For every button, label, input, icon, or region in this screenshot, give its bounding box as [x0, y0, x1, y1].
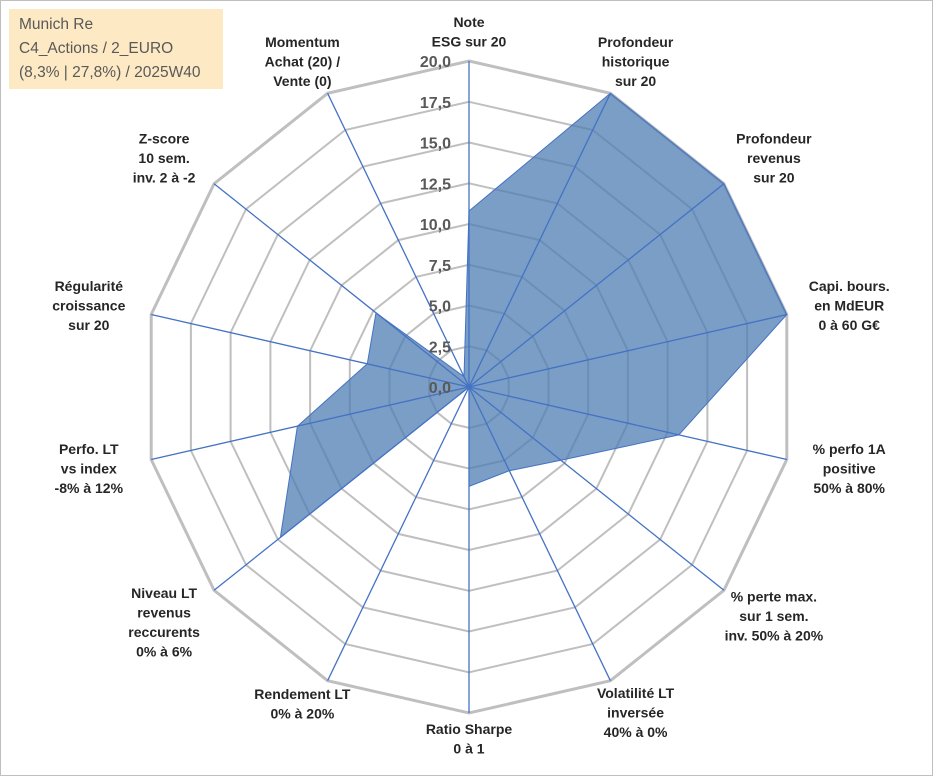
axis-label-1-line-0: Profondeur — [598, 34, 674, 50]
spoke-5 — [468, 386, 725, 591]
spoke-9 — [213, 386, 470, 591]
axis-label-13-line-0: Momentum — [265, 34, 340, 50]
info-company: Munich Re — [19, 16, 94, 33]
axis-label-0: Note ESG sur 20 — [432, 14, 507, 50]
info-category: C4_Actions / 2_EURO — [19, 40, 174, 57]
axis-label-11-line-1: croissance — [52, 297, 125, 313]
axis-label-6-line-1: inversée — [607, 705, 664, 721]
spoke-13 — [327, 93, 470, 388]
info-stats: (8,3% | 27,8%) / 2025W40 — [19, 64, 201, 81]
axis-label-9-line-3: 0% à 6% — [136, 643, 193, 659]
axis-label-4-line-1: positive — [823, 461, 876, 477]
tick-label-6: 15,0 — [420, 136, 451, 153]
axis-label-2: Profondeur revenus sur 20 — [736, 131, 812, 186]
axis-label-10-line-0: Perfo. LT — [59, 441, 119, 457]
axis-label-1: Profondeur historique sur 20 — [598, 34, 674, 89]
axis-label-4: % perfo 1A positive 50% à 80% — [813, 441, 886, 496]
axis-label-8-line-1: 0% à 20% — [270, 705, 334, 721]
axis-label-6-line-0: Volatilité LT — [597, 685, 675, 701]
axis-label-2-line-0: Profondeur — [736, 131, 812, 147]
axis-label-1-line-2: sur 20 — [615, 73, 656, 89]
info-box: Munich Re C4_Actions / 2_EURO (8,3% | 27… — [9, 9, 223, 89]
axis-label-11-line-0: Régularité — [55, 278, 124, 294]
axis-label-10-line-2: -8% à 12% — [55, 480, 124, 496]
spoke-10 — [151, 386, 470, 461]
series-area-0 — [279, 92, 788, 539]
axis-label-12-line-2: inv. 2 à -2 — [133, 170, 196, 186]
axis-label-8-line-0: Rendement LT — [254, 686, 351, 702]
axis-label-10: Perfo. LT vs index -8% à 12% — [55, 441, 124, 496]
axis-label-7-line-0: Ratio Sharpe — [426, 721, 513, 737]
axis-label-9: Niveau LT revenus reccurents 0% à 6% — [128, 585, 200, 660]
tick-label-3: 7,5 — [429, 258, 451, 275]
tick-label-5: 12,5 — [420, 176, 451, 193]
axis-label-3: Capi. bours. en MdEUR 0 à 60 G€ — [809, 278, 890, 333]
axis-label-2-line-1: revenus — [747, 150, 801, 166]
axis-label-12: Z-score 10 sem. inv. 2 à -2 — [133, 131, 196, 186]
tick-label-1: 2,5 — [429, 339, 451, 356]
axis-label-13: Momentum Achat (20) / Vente (0) — [265, 34, 341, 89]
axis-label-3-line-2: 0 à 60 G€ — [818, 317, 880, 333]
axis-label-6: Volatilité LT inversée 40% à 0% — [597, 685, 675, 740]
axis-label-4-line-0: % perfo 1A — [813, 441, 886, 457]
axis-label-2-line-2: sur 20 — [753, 170, 794, 186]
axis-label-8: Rendement LT 0% à 20% — [254, 686, 351, 722]
spoke-2 — [468, 183, 725, 388]
axis-label-10-line-1: vs index — [61, 461, 117, 477]
axis-label-9-line-1: revenus — [137, 604, 191, 620]
tick-label-7: 17,5 — [420, 95, 451, 112]
spoke-4 — [468, 386, 787, 461]
spoke-3 — [468, 313, 787, 388]
tick-label-8: 20,0 — [420, 54, 451, 71]
spoke-6 — [468, 386, 611, 681]
axis-label-4-line-2: 50% à 80% — [813, 480, 885, 496]
axis-label-11: Régularité croissance sur 20 — [52, 278, 125, 333]
axis-label-9-line-0: Niveau LT — [131, 585, 197, 601]
axis-label-9-line-2: reccurents — [128, 624, 200, 640]
axis-label-12-line-1: 10 sem. — [138, 150, 189, 166]
axis-label-7: Ratio Sharpe 0 à 1 — [426, 721, 513, 757]
axis-label-5: % perte max. sur 1 sem. inv. 50% à 20% — [725, 589, 824, 644]
axis-label-6-line-2: 40% à 0% — [604, 724, 668, 740]
axis-label-13-line-1: Achat (20) / — [265, 54, 341, 70]
tick-label-4: 10,0 — [420, 217, 451, 234]
spoke-1 — [468, 93, 611, 388]
axis-label-12-line-0: Z-score — [139, 131, 190, 147]
axis-label-5-line-1: sur 1 sem. — [739, 608, 808, 624]
axis-label-0-line-1: ESG sur 20 — [432, 33, 507, 49]
axis-label-5-line-0: % perte max. — [731, 589, 817, 605]
spoke-8 — [327, 386, 470, 681]
axis-label-13-line-2: Vente (0) — [273, 73, 331, 89]
axis-label-1-line-1: historique — [602, 54, 670, 70]
axis-label-3-line-1: en MdEUR — [814, 297, 884, 313]
axis-label-11-line-2: sur 20 — [68, 317, 109, 333]
axis-label-7-line-1: 0 à 1 — [453, 740, 484, 756]
tick-label-0: 0,0 — [429, 380, 451, 397]
axis-label-3-line-0: Capi. bours. — [809, 278, 890, 294]
axis-label-5-line-2: inv. 50% à 20% — [725, 628, 824, 644]
axis-label-0-line-0: Note — [453, 14, 484, 30]
spoke-12 — [213, 183, 470, 388]
tick-label-2: 5,0 — [429, 299, 451, 316]
spoke-11 — [151, 313, 470, 388]
